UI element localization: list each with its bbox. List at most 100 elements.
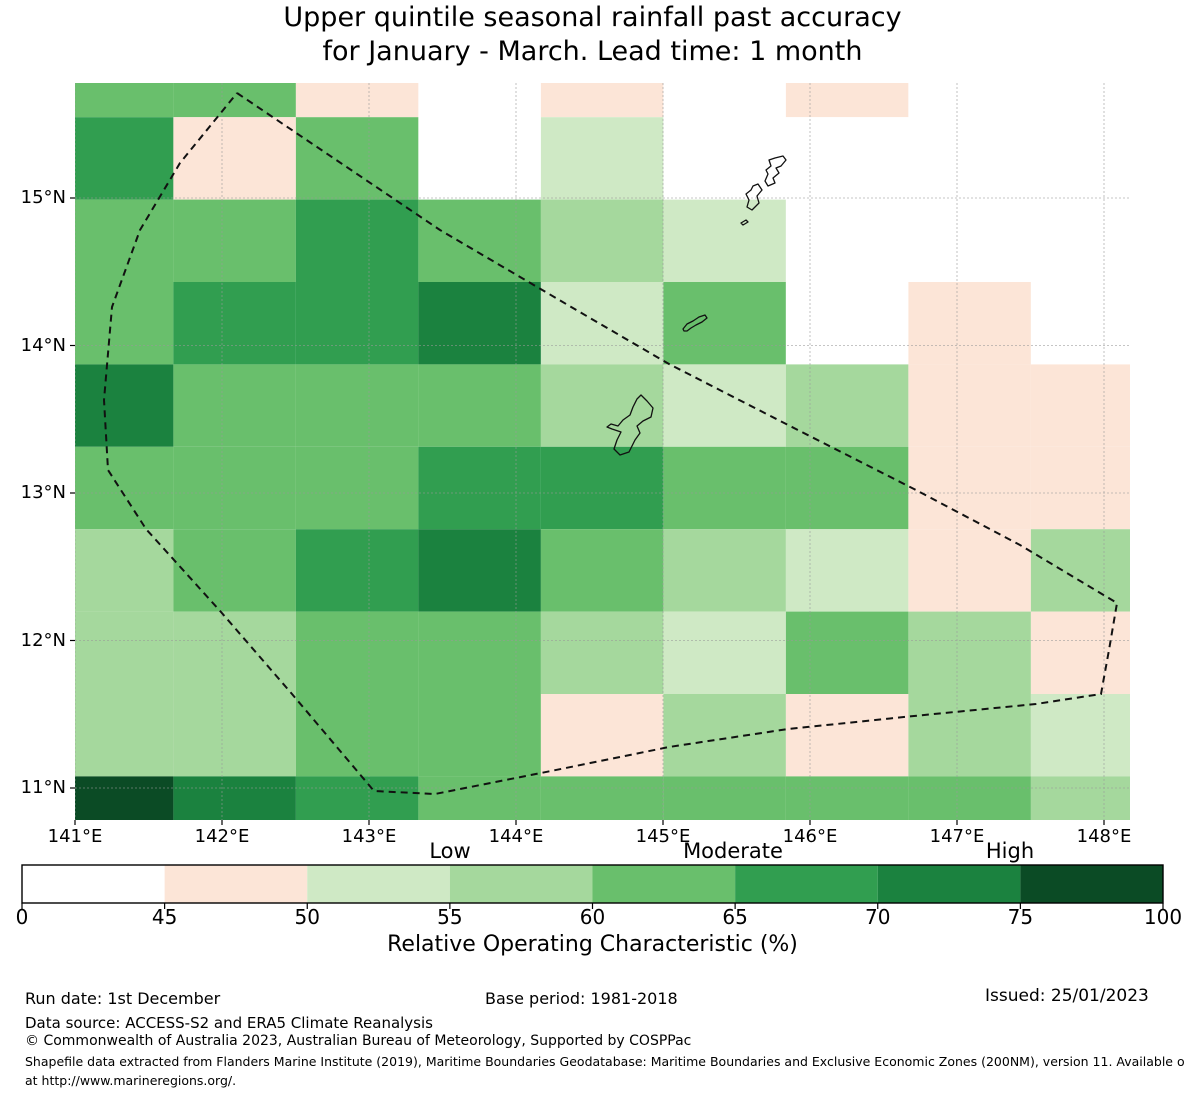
x-tick-label: 146°E [782, 826, 838, 847]
heatmap-cell [785, 282, 909, 365]
heatmap-cell [295, 446, 419, 530]
heatmap-cell [1030, 446, 1130, 530]
heatmap-cell [908, 446, 1031, 530]
colorbar-band-label-moderate: Moderate [683, 839, 783, 863]
heatmap-cell [1030, 364, 1130, 447]
heatmap-cell [418, 117, 541, 200]
heatmap-cell [663, 364, 786, 447]
shapefile-note-line1: Shapefile data extracted from Flanders M… [25, 1054, 1185, 1069]
heatmap-cell [173, 776, 296, 820]
colorbar-tick-label: 100 [1143, 905, 1183, 929]
heatmap-cell [785, 611, 909, 694]
heatmap-cell [540, 199, 664, 282]
heatmap-cell [295, 694, 419, 777]
heatmap-cell [908, 282, 1031, 365]
heatmap-cell [418, 446, 541, 530]
heatmap-cell [75, 446, 174, 530]
aguijan-island-outline [740, 219, 749, 226]
x-tick-label: 142°E [194, 826, 250, 847]
x-tick-label: 141°E [47, 826, 103, 847]
heatmap-cell [418, 611, 541, 694]
heatmap-cell [785, 446, 909, 530]
colorbar-segment [164, 865, 308, 903]
saipan-island-outline [764, 155, 787, 187]
heatmap-cell [173, 282, 296, 365]
x-tick-label: 144°E [488, 826, 544, 847]
heatmap-cell [418, 694, 541, 777]
colorbar-segment [307, 865, 450, 903]
colorbar-tick-label: 75 [1007, 905, 1034, 929]
heatmap-cell [908, 694, 1031, 777]
heatmap-cell [663, 282, 786, 365]
y-tick-label: 15°N [20, 187, 66, 208]
colorbar-tick-label: 0 [15, 905, 29, 929]
axis-ticks [70, 197, 1105, 825]
heatmap-cell [173, 529, 296, 612]
heatmap-cell [75, 529, 174, 612]
colorbar-segment [735, 865, 878, 903]
heatmap-cell [295, 199, 419, 282]
heatmap-cell [295, 611, 419, 694]
heatmap-cell [540, 282, 664, 365]
heatmap-cell [295, 776, 419, 820]
heatmap-cell [75, 364, 174, 447]
heatmap-cell [785, 83, 909, 118]
heatmap-cell [75, 83, 174, 118]
heatmap-cell [908, 776, 1031, 820]
colorbar-segment [449, 865, 593, 903]
heatmap-cell [173, 446, 296, 530]
heatmap-cell [1030, 694, 1130, 777]
heatmap-cell [663, 776, 786, 820]
heatmap-cell [173, 364, 296, 447]
heatmap-cell [1030, 199, 1130, 282]
heatmap-cell [75, 694, 174, 777]
heatmap-cell [908, 117, 1031, 200]
heatmap-cell [908, 529, 1031, 612]
x-tick-label: 147°E [929, 826, 985, 847]
colorbar-tick-label: 60 [579, 905, 606, 929]
y-tick-label: 14°N [20, 334, 66, 356]
colorbar-segment [592, 865, 736, 903]
heatmap-cell [663, 199, 786, 282]
heatmap-cell [663, 529, 786, 612]
colorbar-tick-label: 70 [865, 905, 891, 929]
x-tick-label: 145°E [635, 826, 691, 847]
heatmap-cell [1030, 529, 1130, 612]
data-source-text: Data source: ACCESS-S2 and ERA5 Climate … [25, 1014, 433, 1032]
colorbar-axis-label: Relative Operating Characteristic (%) [387, 932, 798, 957]
colorbar-tick-label: 45 [151, 905, 178, 929]
heatmap-cell [785, 117, 909, 200]
colorbar-tick-label: 65 [722, 905, 748, 929]
heatmap-cell [785, 529, 909, 612]
heatmap-cell [75, 117, 174, 200]
heatmap-cell [785, 694, 909, 777]
heatmap-cell [908, 199, 1031, 282]
colorbar-tick-label: 50 [294, 905, 320, 929]
colorbar-segment [1020, 865, 1163, 903]
y-tick-label: 11°N [20, 777, 66, 798]
heatmap-cell [173, 117, 296, 200]
heatmap-cell [173, 83, 296, 118]
heatmap-cell [540, 611, 664, 694]
guam-island-outline [606, 394, 654, 456]
heatmap-cell [663, 694, 786, 777]
heatmap-cell [295, 364, 419, 447]
heatmap-cell [173, 611, 296, 694]
heatmap-cell [295, 117, 419, 200]
heatmap-cell [173, 199, 296, 282]
copyright-text: © Commonwealth of Australia 2023, Austra… [25, 1033, 692, 1049]
rota-island-outline [682, 314, 708, 332]
colorbar [21, 864, 1164, 909]
heatmap-cell [1030, 776, 1130, 820]
heatmap-cell [540, 117, 664, 200]
shapefile-note-line2: at http://www.marineregions.org/. [25, 1073, 237, 1088]
heatmap-cell [418, 776, 541, 820]
heatmap-cell [173, 694, 296, 777]
heatmap-cell [540, 364, 664, 447]
tinian-island-outline [745, 183, 763, 211]
heatmap-cell [540, 446, 664, 530]
heatmap-cell [295, 282, 419, 365]
heatmap-cell [295, 83, 419, 118]
